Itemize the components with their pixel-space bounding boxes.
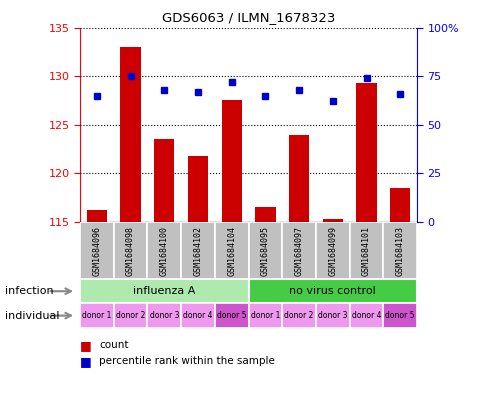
Bar	[349, 222, 383, 279]
Bar	[80, 303, 113, 328]
Text: GSM1684098: GSM1684098	[126, 226, 135, 275]
Bar	[147, 222, 181, 279]
Text: GSM1684104: GSM1684104	[227, 226, 236, 275]
Bar	[221, 101, 242, 222]
Bar	[214, 222, 248, 279]
Bar	[80, 222, 113, 279]
Text: donor 1: donor 1	[82, 311, 111, 320]
Text: donor 3: donor 3	[149, 311, 179, 320]
Bar	[248, 303, 282, 328]
Bar	[113, 303, 147, 328]
Bar	[349, 303, 383, 328]
Bar	[181, 222, 214, 279]
Text: donor 5: donor 5	[385, 311, 414, 320]
Bar	[282, 222, 316, 279]
Bar	[255, 208, 275, 222]
Bar	[87, 210, 107, 222]
Text: donor 3: donor 3	[318, 311, 347, 320]
Text: influenza A: influenza A	[133, 286, 195, 296]
Text: percentile rank within the sample: percentile rank within the sample	[99, 356, 275, 366]
Title: GDS6063 / ILMN_1678323: GDS6063 / ILMN_1678323	[162, 11, 334, 24]
Bar	[154, 140, 174, 222]
Bar	[214, 303, 248, 328]
Text: GSM1684097: GSM1684097	[294, 226, 303, 275]
Bar	[181, 303, 214, 328]
Bar	[316, 303, 349, 328]
Text: no virus control: no virus control	[289, 286, 376, 296]
Bar	[322, 219, 342, 222]
Bar	[282, 303, 316, 328]
Text: GSM1684096: GSM1684096	[92, 226, 101, 275]
Bar	[356, 83, 376, 222]
Text: GSM1684095: GSM1684095	[260, 226, 270, 275]
Bar	[316, 222, 349, 279]
Text: count: count	[99, 340, 129, 351]
Text: donor 5: donor 5	[216, 311, 246, 320]
Text: ■: ■	[80, 354, 91, 368]
Text: GSM1684103: GSM1684103	[395, 226, 404, 275]
Text: individual: individual	[5, 310, 59, 321]
Bar	[389, 188, 409, 222]
Bar	[120, 47, 140, 222]
Text: donor 4: donor 4	[183, 311, 212, 320]
Bar	[288, 134, 309, 222]
Text: infection: infection	[5, 286, 53, 296]
Text: GSM1684100: GSM1684100	[159, 226, 168, 275]
Text: GSM1684099: GSM1684099	[328, 226, 337, 275]
Text: donor 4: donor 4	[351, 311, 380, 320]
Bar	[383, 222, 416, 279]
Text: ■: ■	[80, 339, 91, 352]
Bar	[248, 222, 282, 279]
Text: donor 2: donor 2	[284, 311, 313, 320]
Bar	[383, 303, 416, 328]
Text: GSM1684102: GSM1684102	[193, 226, 202, 275]
Bar	[187, 156, 208, 222]
Bar	[80, 279, 248, 303]
Bar	[248, 279, 416, 303]
Text: donor 2: donor 2	[116, 311, 145, 320]
Bar	[147, 303, 181, 328]
Text: donor 1: donor 1	[250, 311, 280, 320]
Text: GSM1684101: GSM1684101	[361, 226, 370, 275]
Bar	[113, 222, 147, 279]
